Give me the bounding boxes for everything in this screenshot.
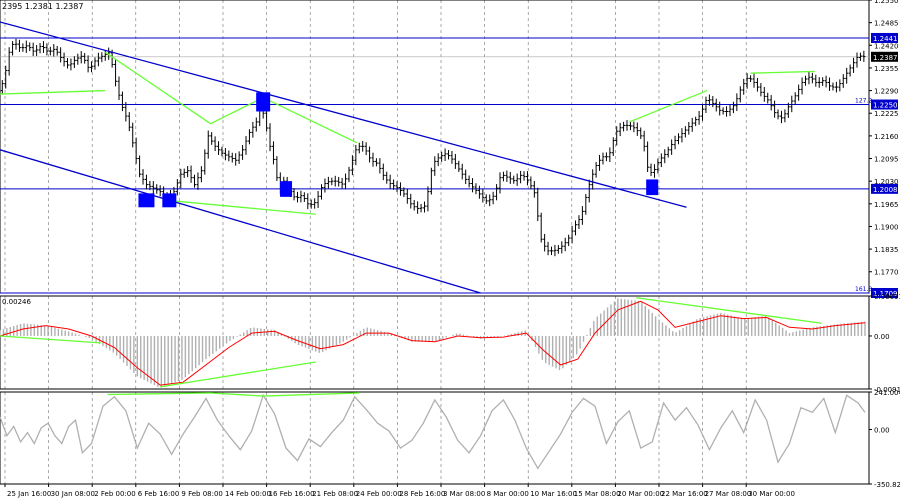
x-axis-label: 27 Mar 08:00 [705,490,752,498]
divergence-line [262,96,358,144]
x-axis-label: 30 Mar 00:00 [748,490,795,498]
y-axis-label: 1.2225 [874,110,899,118]
cci-line [0,393,866,470]
level-badge [871,32,898,43]
y-axis-label: 1.2290 [874,88,899,96]
x-axis-label: 22 Mar 16:00 [661,490,708,498]
level-label: 1.1709 [873,290,898,298]
y-axis-label: 1.2355 [874,65,899,73]
channel-upper [0,21,687,208]
divergence-line [210,96,264,125]
y-axis-label: 241.0049 [874,389,900,397]
y-axis-label: 0.00 [874,426,890,434]
x-axis-label: 14 Feb 00:00 [225,490,271,498]
cci-panel [0,391,870,485]
x-axis-label: 9 Feb 08:00 [181,490,222,498]
marker-box [280,181,293,197]
level-badge [871,99,898,110]
y-axis-label: 1.2095 [874,156,899,164]
x-axis-label: 28 Feb 16:00 [399,490,445,498]
x-axis-label: 6 Feb 16:00 [138,490,179,498]
cci-divergence-line [107,392,211,396]
last-price-label: 1.2387 [873,54,898,62]
macd-divergence-line [636,297,822,324]
fib-label: 127.2 [855,98,872,105]
last-price-badge [871,51,898,62]
y-axis-label: 1.1770 [874,269,899,277]
divergence-line [104,51,211,125]
macd-divergence-line [0,335,101,344]
divergence-line [166,199,316,215]
level-badge [871,288,898,298]
x-axis-label: 25 Jan 16:00 [7,490,51,498]
level-label: 1.2250 [873,102,898,110]
y-axis-label: 0.00691 [874,293,900,301]
y-axis-label: 1.2030 [874,178,899,186]
y-axis-label: 1.1900 [874,223,899,231]
y-axis-label: 1.2485 [874,20,899,28]
x-axis-label: 16 Feb 16:00 [269,490,315,498]
marker-box [646,179,659,196]
x-axis-label: 30 Jan 08:00 [51,490,95,498]
fib-label: 161.8 [855,286,872,293]
y-axis-label: 1.1835 [874,246,899,254]
y-axis-label: -350.822 [874,481,900,489]
channel-lower [0,149,481,294]
x-axis-label: 3 Mar 08:00 [443,490,485,498]
divergence-line [629,89,708,123]
y-axis-label: 1.2420 [874,42,899,50]
x-axis-label: 24 Feb 00:00 [356,490,402,498]
x-axis-label: 8 Mar 00:00 [487,490,529,498]
price-panel [0,0,870,294]
marker-box [138,193,155,208]
x-axis-label: 21 Feb 08:00 [312,490,358,498]
x-axis-label: 10 Mar 16:00 [530,490,577,498]
y-axis-label: 1.1965 [874,201,899,209]
x-axis-label: 2 Feb 00:00 [94,490,135,498]
y-axis-label: 0.00 [874,333,890,341]
marker-box [162,193,177,208]
x-axis-label: 15 Mar 08:00 [574,490,621,498]
level-label: 1.2441 [873,35,898,43]
cci-divergence-line [263,392,360,397]
macd-top-value: 0.00246 [2,298,31,306]
macd-divergence-line [160,361,316,388]
y-axis-label: 1.2160 [874,133,899,141]
level-badge [871,183,898,194]
y-axis-label: 1.2550 [874,0,899,5]
level-label: 1.2008 [873,186,898,194]
y-axis-label: -0.00917 [874,386,900,394]
marker-box [256,92,271,112]
macd-signal-line [0,300,866,386]
divergence-line [0,89,106,95]
cci-divergence-line [210,392,264,397]
divergence-line [750,70,815,74]
price-readout: 2395 1.2381 1.2387 [2,2,84,11]
x-axis-label: 20 Mar 00:00 [617,490,664,498]
